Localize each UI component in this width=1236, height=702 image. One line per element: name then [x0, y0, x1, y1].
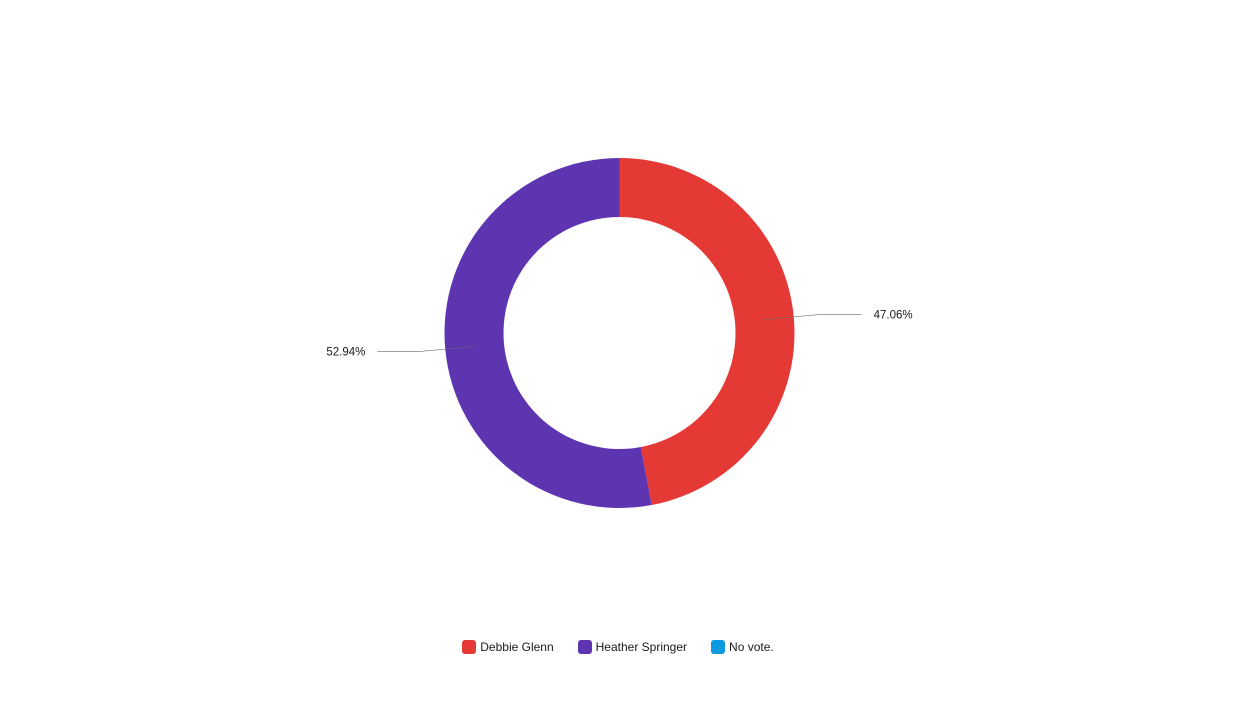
legend-label-debbie-glenn: Debbie Glenn [480, 640, 554, 654]
legend-swatch-heather-springer [577, 640, 592, 654]
data-label-debbie-glenn: 47.06% [874, 309, 913, 321]
leader-line-heather-springer [377, 346, 476, 353]
legend-item-no-vote[interactable]: No vote. [711, 640, 774, 654]
legend-swatch-debbie-glenn [462, 640, 477, 654]
legend-label-no-vote: No vote. [729, 640, 774, 654]
legend-label-heather-springer: Heather Springer [595, 640, 688, 654]
data-label-heather-springer: 52.94% [326, 347, 365, 359]
leader-lines-layer [377, 313, 862, 353]
slices-layer [444, 158, 795, 508]
leader-line-debbie-glenn [763, 313, 862, 320]
legend-item-debbie-glenn[interactable]: Debbie Glenn [462, 640, 554, 654]
legend-swatch-no-vote [711, 640, 726, 654]
data-labels-layer: 47.06% 52.94% [326, 309, 912, 358]
chart-legend: Debbie Glenn Heather Springer No vote. [0, 637, 1236, 657]
legend-item-heather-springer[interactable]: Heather Springer [577, 640, 688, 654]
slice-heather-springer[interactable] [444, 158, 652, 508]
slice-debbie-glenn[interactable] [619, 158, 795, 506]
